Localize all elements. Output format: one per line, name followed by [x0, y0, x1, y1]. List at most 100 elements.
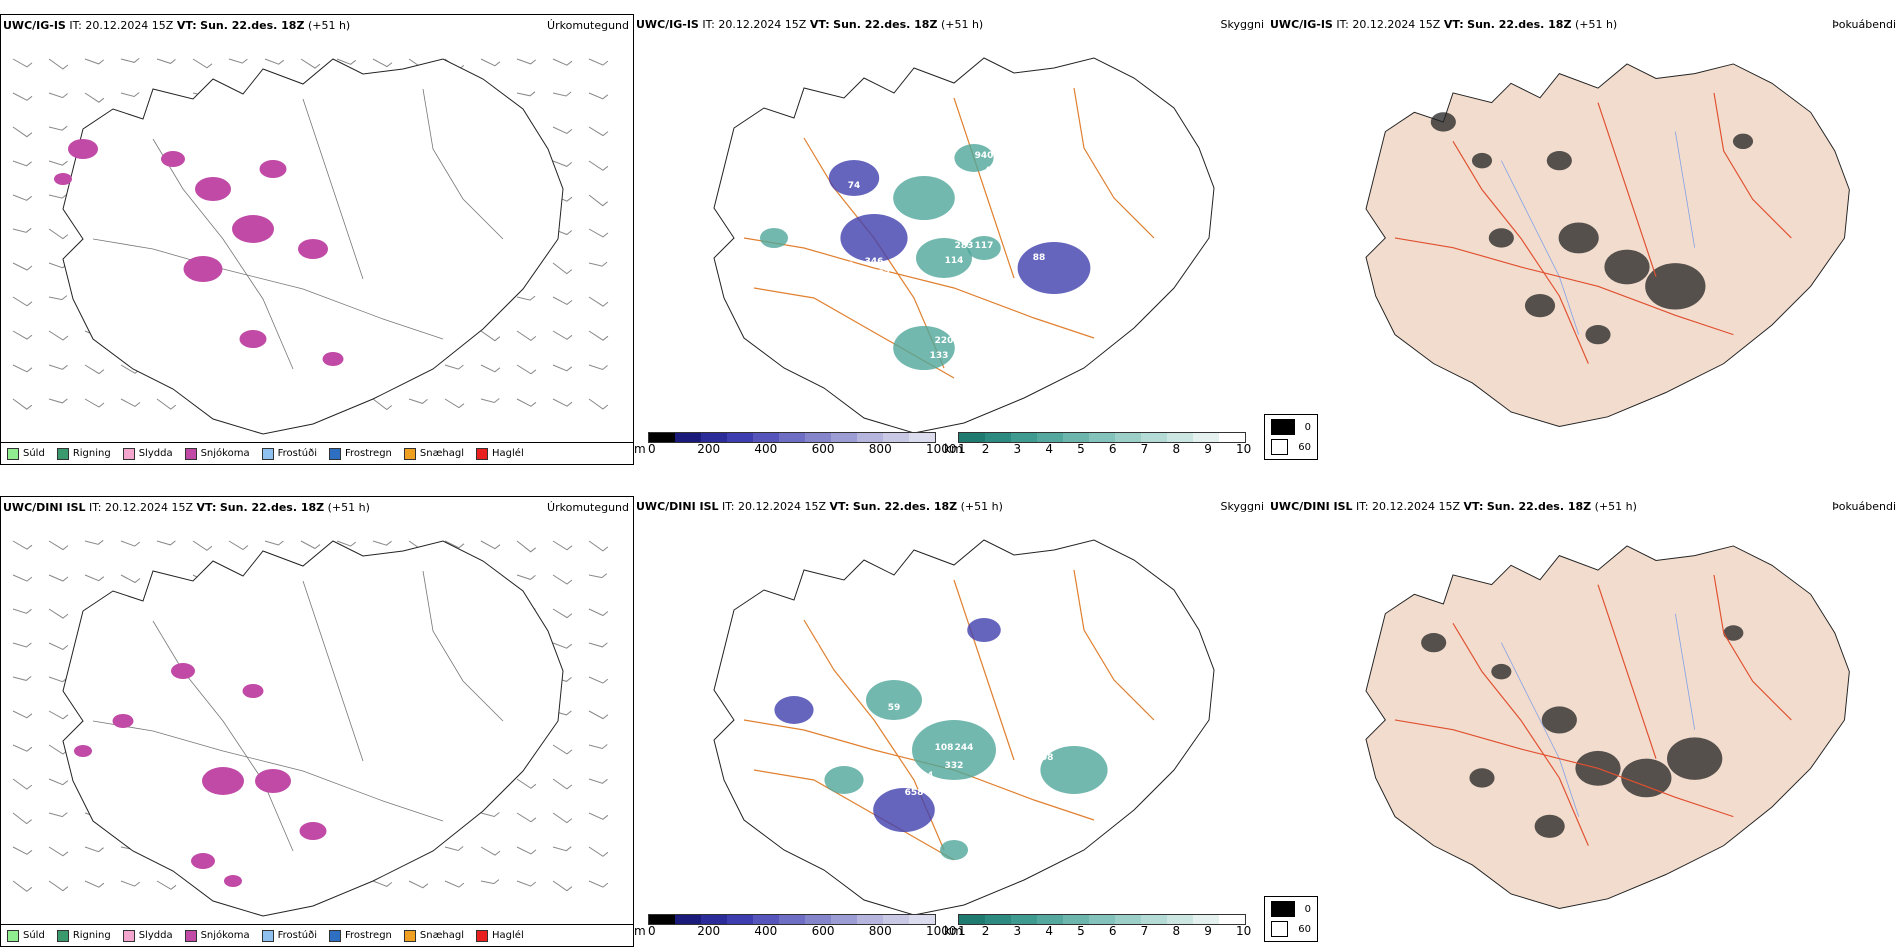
visibility-area: [828, 160, 880, 196]
legend-item: Frostúði: [261, 929, 317, 942]
wind-barb: [372, 540, 392, 546]
fog-area: [1421, 632, 1447, 653]
wind-barb: [588, 573, 608, 579]
wind-barb: [12, 608, 32, 614]
wind-barb: [84, 539, 104, 545]
wind-barb: [552, 574, 573, 585]
ceiling-label: 244: [955, 743, 974, 753]
wind-barb: [48, 228, 69, 240]
legend-swatch: [476, 447, 489, 460]
vt-value: Sun. 22.des. 18Z: [200, 19, 305, 32]
wind-barb: [552, 91, 572, 97]
it-label: IT:: [1336, 18, 1349, 31]
wind-barb: [12, 540, 33, 550]
scale-tick: 5: [1077, 442, 1085, 456]
wind-barb: [588, 642, 608, 648]
wind-barb: [480, 879, 500, 885]
legend-label: Haglél: [492, 448, 524, 459]
ceiling-label: 133: [930, 351, 949, 361]
fog-map: [1365, 545, 1850, 909]
scale-tick: 5: [1077, 924, 1085, 938]
scale-cell: [805, 915, 831, 924]
ceiling-label: 658: [905, 788, 924, 798]
scale-tick: 6: [1108, 924, 1117, 938]
scale-cell: [909, 915, 935, 924]
lead-time: (+51 h): [940, 18, 984, 31]
snow-area: [322, 352, 344, 366]
scale-tick: 800: [868, 442, 892, 456]
snow-area: [299, 822, 327, 840]
scale-cells: [648, 432, 936, 443]
scale-tick: 9: [1204, 442, 1212, 456]
visibility-area: [774, 696, 814, 724]
panel-header: UWC/DINI ISL IT: 20.12.2024 15Z VT: Sun.…: [1, 497, 633, 519]
scale-cell: [1037, 433, 1063, 442]
wind-barb: [48, 812, 68, 818]
scale-cell: [1011, 433, 1037, 442]
legend-item: Haglél: [476, 447, 524, 460]
it-value: 20.12.2024 15Z: [738, 500, 827, 513]
scale-cell: [753, 433, 779, 442]
wind-barb: [84, 846, 104, 853]
fog-legend-label: 60: [1298, 923, 1311, 935]
panel-header: UWC/IG-IS IT: 20.12.2024 15Z VT: Sun. 22…: [1, 15, 633, 37]
ceiling-label: 108: [960, 346, 979, 356]
wind-barb: [84, 398, 105, 408]
wind-barb: [444, 540, 465, 549]
fog-area: [1471, 152, 1493, 169]
scale-cell: [857, 915, 883, 924]
wind-barb: [120, 540, 141, 547]
legend-label: Frostúði: [277, 448, 317, 459]
scale-cell: [1089, 433, 1115, 442]
fog-legend-swatch: [1271, 901, 1295, 917]
legend-item: Snjókoma: [184, 929, 250, 942]
wind-barb: [588, 160, 609, 171]
wind-barb: [588, 710, 609, 720]
scale-cells: [648, 914, 936, 925]
wind-barb: [48, 880, 69, 892]
ceiling-label: 11: [808, 643, 821, 653]
fog-legend-swatch: [1271, 921, 1289, 937]
scale-cell: [779, 915, 805, 924]
it-label: IT:: [69, 19, 82, 32]
precip-map: [12, 539, 609, 917]
wind-barb: [480, 846, 501, 856]
scale-cell: [805, 433, 831, 442]
wind-barb: [12, 364, 33, 373]
wind-barb: [552, 744, 573, 755]
precip-panel-row2: UWC/DINI ISL IT: 20.12.2024 15Z VT: Sun.…: [0, 496, 634, 947]
legend-label: Súld: [23, 448, 45, 459]
lead-time: (+51 h): [1574, 18, 1618, 31]
variable-name: Þokuábendi: [1832, 18, 1896, 31]
wind-barb: [48, 160, 68, 166]
vt-value: Sun. 22.des. 18Z: [1467, 18, 1572, 31]
legend-label: Súld: [23, 930, 45, 941]
fog-legend-swatch: [1271, 439, 1289, 455]
precip-map: [12, 58, 609, 435]
model-name: UWC/IG-IS: [1270, 18, 1333, 31]
legend-label: Frostúði: [277, 930, 317, 941]
wind-barb: [192, 540, 213, 551]
ceiling-label: 146: [915, 151, 934, 161]
legend-label: Frostregn: [345, 930, 392, 941]
fog-area: [1546, 150, 1572, 171]
wind-barb: [336, 58, 357, 65]
model-name: UWC/IG-IS: [3, 19, 66, 32]
wind-barb: [516, 540, 537, 553]
scale-cell: [1219, 915, 1245, 924]
scale-cells: [958, 432, 1246, 443]
scale-tick: 400: [754, 442, 778, 456]
snow-area: [171, 663, 195, 679]
snow-area: [232, 215, 274, 243]
scale-cell: [985, 915, 1011, 924]
scale-unit: km: [944, 924, 963, 938]
scale-cell: [883, 433, 909, 442]
scale-tick: 600: [811, 442, 835, 456]
vt-label: VT:: [1443, 18, 1464, 31]
fog-map: [1365, 63, 1850, 427]
scale-unit: km: [944, 442, 963, 456]
scale-tick: 4: [1045, 442, 1053, 456]
wind-barb: [300, 58, 321, 69]
legend-swatch: [7, 447, 19, 460]
wind-barb: [48, 295, 68, 301]
